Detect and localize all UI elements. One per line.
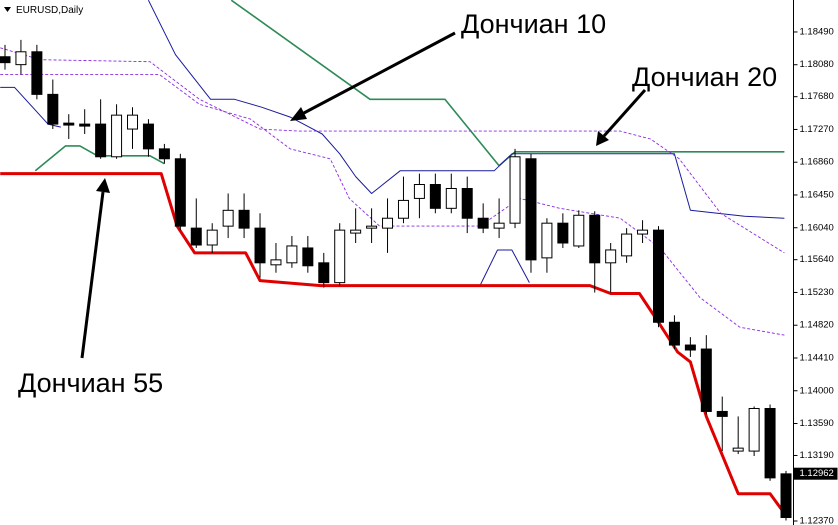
arrow-head: [596, 131, 609, 146]
y-tick-label: 1.18490: [800, 26, 834, 37]
candle-body: [764, 407, 776, 479]
candle-body: [605, 249, 617, 264]
candle-body: [509, 156, 521, 224]
candle-body: [63, 122, 75, 126]
candle-body: [493, 222, 505, 229]
indicator-line: [0, 74, 785, 336]
candle-body: [302, 247, 314, 267]
candle-body: [47, 93, 59, 125]
candle-body: [748, 407, 760, 452]
candle-body: [589, 214, 601, 264]
candle-body: [127, 114, 139, 130]
candle-body: [158, 148, 170, 160]
candle-body: [366, 225, 378, 229]
candle-body: [429, 184, 441, 209]
candle-body: [254, 227, 266, 264]
candle-body: [350, 229, 362, 234]
candle-body: [637, 229, 649, 235]
candle-body: [621, 233, 633, 257]
candle-body: [557, 222, 569, 244]
candle-body: [413, 184, 425, 199]
annotation: Дончиан 20: [632, 62, 777, 92]
candle-body: [445, 188, 457, 209]
y-tick-label: 1.13590: [800, 418, 834, 429]
candle-body: [206, 229, 218, 246]
indicator-line: [0, 47, 785, 254]
y-tick-label: 1.17680: [800, 91, 834, 102]
annotation: Дончиан 55: [18, 368, 163, 398]
candle-body: [573, 214, 585, 247]
symbol-menu-icon[interactable]: [4, 7, 11, 12]
price-axis: 1.18490 1.18080 1.17680 1.17270 1.16860 1.164…: [793, 26, 838, 525]
candle-body: [174, 158, 186, 227]
y-tick-label: 1.16860: [800, 157, 834, 168]
candle-body: [716, 410, 728, 417]
candle-body: [334, 229, 346, 284]
y-tick-label: 1.16450: [800, 189, 834, 200]
candle-body: [270, 259, 282, 266]
y-tick-label: 1.16040: [800, 222, 834, 233]
y-tick-label: 1.14820: [800, 320, 834, 331]
candle-body: [652, 229, 664, 323]
y-tick-label: 1.17270: [800, 124, 834, 135]
candle-body: [222, 209, 234, 227]
arrow-head: [96, 178, 110, 193]
candle-body: [0, 56, 11, 64]
y-tick-label: 1.14000: [800, 385, 834, 396]
candle-body: [477, 217, 489, 229]
y-tick-label: 1.18080: [800, 59, 834, 70]
arrow-shaft: [602, 89, 647, 137]
candle-body: [31, 51, 43, 95]
candle-body: [190, 227, 202, 246]
candle-body: [111, 114, 123, 158]
candle-body: [238, 209, 250, 229]
plot-area: [0, 0, 792, 521]
candle-body: [700, 348, 712, 412]
candle-body: [541, 222, 553, 259]
candle-body: [668, 321, 680, 346]
y-tick-label: 1.15230: [800, 287, 834, 298]
candle-body: [461, 188, 473, 219]
candle-body: [780, 473, 792, 518]
candle-body: [318, 262, 330, 284]
arrow-shaft: [80, 191, 105, 359]
y-tick-label: 1.15640: [800, 254, 834, 265]
candle-body: [684, 344, 696, 351]
annotation: Дончиан 10: [461, 9, 606, 39]
arrow-shaft: [301, 31, 456, 116]
candle-body: [382, 217, 394, 229]
arrow-head: [290, 107, 307, 121]
candle-body: [397, 199, 409, 219]
y-tick-label: 1.13190: [800, 450, 834, 461]
current-price-label: 1.12962: [800, 468, 834, 479]
indicator-line: [0, 0, 785, 286]
candle-body: [79, 123, 91, 127]
candle-body: [525, 158, 537, 261]
candle-body: [95, 123, 107, 158]
chart-title: EURUSD,Daily: [16, 5, 83, 16]
y-tick-label: 1.12370: [800, 516, 834, 525]
candle-body: [15, 51, 27, 66]
annotation-arrows: [80, 31, 647, 359]
candle-body: [732, 447, 744, 452]
indicator-line: [34, 0, 785, 172]
indicator-line: [0, 172, 788, 517]
current-price-tag: [793, 467, 838, 480]
y-tick-label: 1.14410: [800, 353, 834, 364]
candle-body: [286, 245, 298, 264]
candle-body: [142, 123, 154, 150]
